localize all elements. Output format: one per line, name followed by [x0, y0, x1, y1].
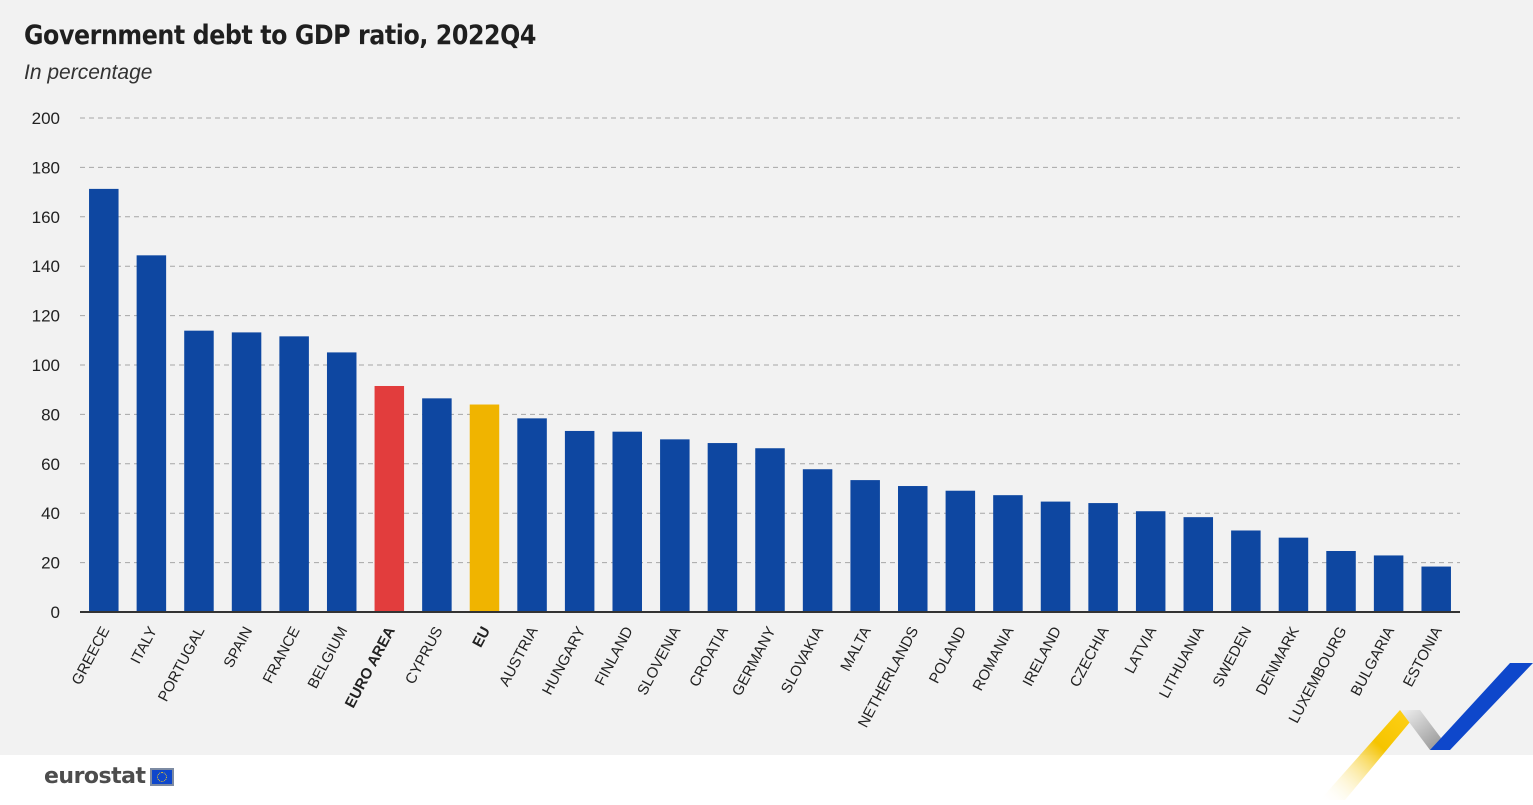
bar-sweden — [1231, 530, 1261, 612]
y-tick-label: 80 — [41, 405, 60, 424]
bar-bulgaria — [1373, 555, 1404, 612]
y-tick-label: 120 — [32, 307, 60, 326]
category-label: SLOVAKIA — [778, 624, 827, 697]
y-tick-label: 40 — [41, 504, 60, 523]
bar-poland — [945, 490, 976, 612]
bar-greece — [89, 188, 119, 613]
bar-luxembourg — [1326, 550, 1356, 612]
chart-subtitle: In percentage — [24, 61, 153, 84]
category-label: GERMANY — [729, 624, 780, 699]
category-label: POLAND — [926, 624, 970, 687]
y-tick-label: 200 — [32, 109, 60, 128]
bar-malta — [850, 480, 880, 612]
eu-flag-icon — [149, 767, 174, 786]
gridlines — [80, 117, 1460, 564]
category-label: ROMANIA — [970, 624, 1018, 694]
bar-eu — [469, 404, 500, 612]
y-tick-label: 180 — [32, 158, 60, 177]
category-label: HUNGARY — [539, 624, 589, 698]
category-label: LATVIA — [1121, 624, 1160, 677]
category-label: GREECE — [69, 624, 114, 688]
eurostat-ribbon-decoration — [1320, 663, 1533, 800]
eurostat-logo: eurostat — [44, 764, 174, 789]
bar-latvia — [1135, 511, 1166, 612]
category-label: PORTUGAL — [155, 624, 209, 705]
bar-croatia — [707, 443, 738, 612]
category-label: SWEDEN — [1209, 624, 1255, 690]
category-label: CYPRUS — [402, 624, 446, 687]
bar-romania — [993, 495, 1023, 612]
category-label: ITALY — [127, 624, 161, 667]
bar-italy — [136, 255, 167, 612]
y-tick-label: 0 — [51, 603, 60, 622]
category-label: FINLAND — [592, 624, 637, 689]
category-label: CZECHIA — [1067, 624, 1113, 690]
category-label: SPAIN — [220, 624, 256, 671]
y-tick-label: 140 — [32, 257, 60, 276]
y-axis-ticks: 0 20 40 60 80 100 120 140 160 180 200 — [32, 109, 60, 622]
bar-czechia — [1088, 503, 1118, 612]
category-label: SLOVENIA — [634, 624, 684, 698]
bar-spain — [231, 332, 262, 612]
bar-estonia — [1421, 566, 1451, 612]
bar-hungary — [564, 430, 595, 612]
bar-belgium — [326, 352, 357, 612]
bar-portugal — [184, 330, 214, 612]
category-label: EURO AREA — [342, 624, 399, 711]
y-tick-label: 60 — [41, 455, 60, 474]
bar-finland — [612, 431, 642, 612]
bar-euro-area — [374, 385, 405, 612]
category-label: FRANCE — [260, 624, 304, 686]
bar-germany — [755, 448, 785, 612]
y-tick-label: 100 — [32, 356, 60, 375]
brand-text: eurostat — [44, 764, 146, 789]
bar-netherlands — [898, 486, 928, 612]
y-tick-label: 20 — [41, 554, 60, 573]
bar-ireland — [1040, 501, 1071, 612]
bar-lithuania — [1183, 517, 1214, 612]
category-label: BELGIUM — [305, 624, 352, 692]
bar-austria — [517, 418, 547, 612]
category-label: LITHUANIA — [1156, 624, 1208, 701]
chart-title: Government debt to GDP ratio, 2022Q4 — [24, 20, 537, 51]
category-label: EU — [469, 624, 494, 650]
category-label: CROATIA — [686, 624, 732, 690]
category-label: IRELAND — [1020, 624, 1066, 690]
category-label: DENMARK — [1253, 624, 1303, 698]
bar-slovakia — [802, 469, 833, 612]
bar-france — [279, 336, 309, 612]
bar-denmark — [1278, 537, 1309, 612]
category-label: MALTA — [837, 624, 874, 674]
bar-slovenia — [660, 439, 690, 612]
bar-cyprus — [422, 398, 452, 612]
y-tick-label: 160 — [32, 208, 60, 227]
bars — [89, 188, 1451, 613]
category-label: AUSTRIA — [496, 624, 542, 689]
